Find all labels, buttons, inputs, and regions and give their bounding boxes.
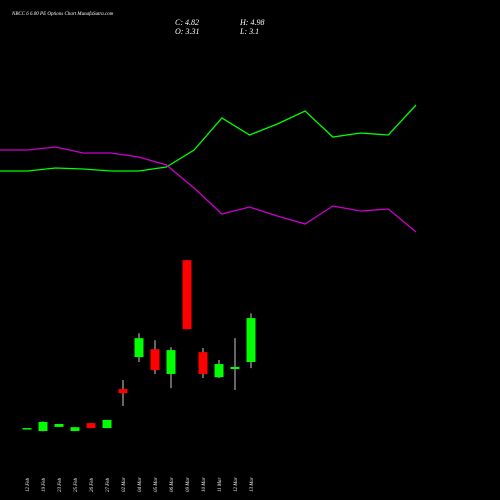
indicator-line [0, 146, 417, 233]
stat-label: H: [239, 18, 249, 27]
candle-body [214, 364, 224, 378]
candle-body [86, 423, 96, 429]
stat-value: 3.31 [184, 27, 199, 36]
candle-body [166, 350, 176, 374]
candle-body [22, 428, 32, 430]
x-tick-label: 10 Mar [202, 477, 207, 492]
x-tick-label: 13 Mar [250, 477, 255, 492]
x-tick-label: 05 Mar [154, 477, 159, 492]
candle-body [38, 421, 48, 431]
stat-label: C: [175, 18, 183, 27]
candle-body [54, 423, 64, 427]
x-tick-label: 12 Feb [26, 477, 31, 492]
candle-body [150, 349, 160, 371]
x-tick-label: 25 Feb [74, 477, 79, 492]
stat-label: O: [175, 27, 184, 36]
chart-title: NBCC 6 6.00 PE Options Chart MunafaSutra… [11, 12, 114, 17]
indicator-line [0, 104, 417, 172]
x-tick-label: 09 Mar [186, 477, 191, 492]
stat-value: 3.1 [248, 27, 259, 36]
stat: O: 3.31 [175, 27, 199, 36]
stat-label: L: [239, 27, 247, 36]
candle-body [134, 338, 144, 358]
candle-body [118, 389, 128, 394]
x-tick-label: 11 Mar [218, 477, 223, 492]
candle-body [246, 318, 256, 363]
x-tick-label: 27 Feb [106, 477, 111, 492]
candle-body [230, 366, 240, 370]
stat-value: 4.82 [185, 18, 199, 27]
stat-value: 4.98 [250, 18, 264, 27]
candle-body [102, 419, 112, 429]
stat: L: 3.1 [239, 27, 259, 36]
candle-body [70, 427, 80, 431]
stat: H: 4.98 [239, 18, 264, 27]
x-tick-label: 19 Feb [42, 477, 47, 492]
x-tick-label: 06 Mar [170, 477, 175, 492]
x-tick-label: 02 Mar [122, 477, 127, 492]
x-tick-label: 23 Feb [58, 477, 63, 492]
x-tick-label: 12 Mar [234, 477, 239, 492]
x-tick-label: 04 Mar [138, 477, 143, 492]
candle-body [182, 260, 192, 330]
x-tick-label: 26 Feb [90, 477, 95, 492]
candle-body [198, 352, 208, 374]
stat: C: 4.82 [175, 18, 199, 27]
